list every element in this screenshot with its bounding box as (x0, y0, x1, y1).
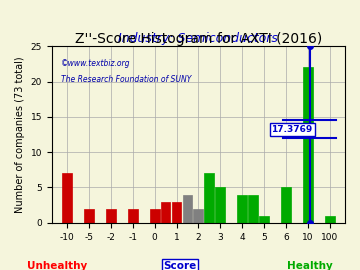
Text: ©www.textbiz.org: ©www.textbiz.org (60, 59, 130, 68)
Bar (281, 187, 291, 223)
Bar (259, 216, 269, 223)
Bar (62, 173, 72, 223)
Bar (193, 209, 203, 223)
Bar (215, 187, 225, 223)
Text: Healthy: Healthy (287, 261, 333, 270)
Bar (204, 173, 214, 223)
Bar (128, 209, 138, 223)
Y-axis label: Number of companies (73 total): Number of companies (73 total) (15, 56, 25, 213)
Bar (172, 202, 181, 223)
Text: Score: Score (163, 261, 197, 270)
Bar (84, 209, 94, 223)
Bar (325, 216, 334, 223)
Bar (150, 209, 159, 223)
Text: Unhealthy: Unhealthy (27, 261, 88, 270)
Bar (303, 68, 313, 223)
Bar (237, 195, 247, 223)
Bar (183, 195, 192, 223)
Text: The Research Foundation of SUNY: The Research Foundation of SUNY (60, 75, 191, 83)
Title: Z''-Score Histogram for AXTI (2016): Z''-Score Histogram for AXTI (2016) (75, 32, 322, 46)
Text: 17.3769: 17.3769 (271, 125, 313, 134)
Bar (248, 195, 258, 223)
Text: Industry: Semiconductors: Industry: Semiconductors (118, 32, 278, 45)
Bar (106, 209, 116, 223)
Bar (161, 202, 171, 223)
